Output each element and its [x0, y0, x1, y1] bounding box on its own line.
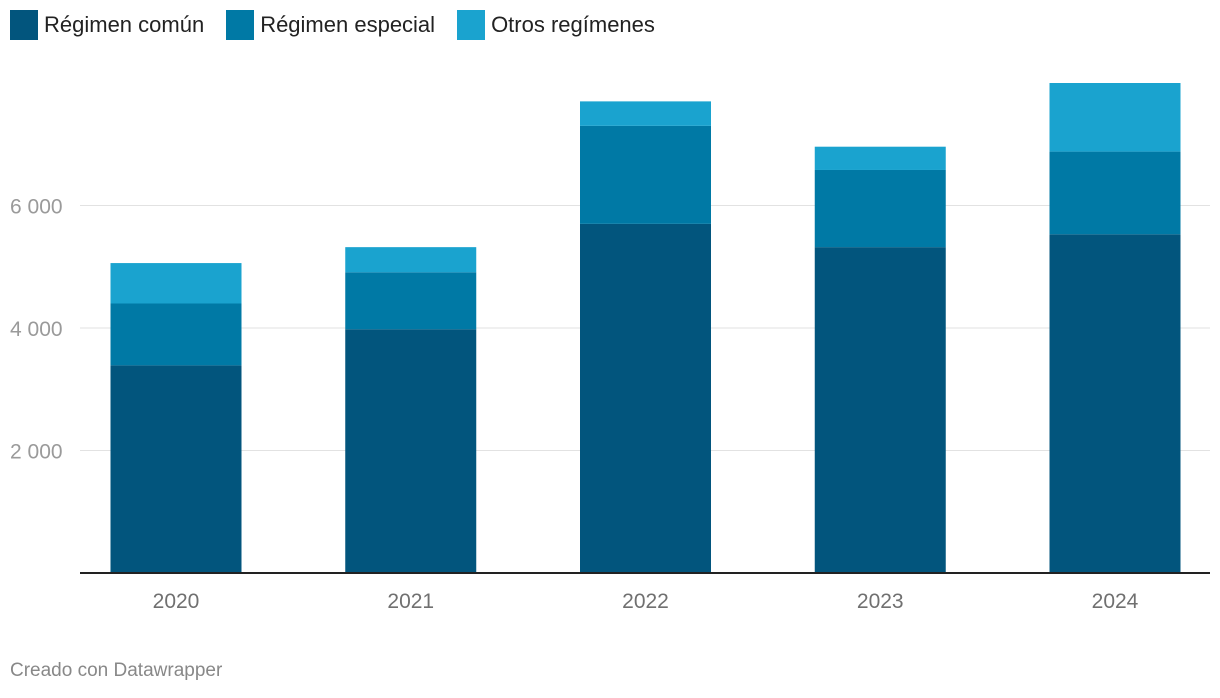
legend-swatch-regimen-comun [10, 10, 38, 40]
bar-2021-series-1 [345, 272, 477, 330]
legend-item-otros-regimenes: Otros regímenes [457, 10, 655, 40]
bar-2022-series-0 [580, 223, 711, 573]
x-tick-label-2020: 2020 [153, 590, 200, 613]
x-tick-label-2021: 2021 [387, 590, 434, 613]
bar-2022-series-1 [580, 125, 711, 224]
bar-2024-series-2 [1049, 83, 1181, 152]
axes: 2 000 4 000 6 000 2020 2021 2022 2023 2024 [10, 196, 1210, 613]
legend-label-otros-regimenes: Otros regímenes [491, 12, 655, 37]
bar-2023-series-2 [814, 146, 946, 170]
bar-2021-series-2 [345, 247, 477, 273]
y-tick-label: 4 000 [10, 318, 63, 341]
x-tick-label-2022: 2022 [622, 590, 669, 613]
bar-2024-series-1 [1049, 151, 1181, 235]
legend-swatch-otros-regimenes [457, 10, 486, 40]
y-tick-label: 2 000 [10, 441, 63, 464]
legend-swatch-regimen-especial [226, 10, 255, 40]
legend-label-regimen-especial: Régimen especial [260, 12, 436, 37]
x-tick-label-2024: 2024 [1092, 590, 1139, 613]
legend: Régimen común Régimen especial Otros reg… [10, 10, 677, 40]
bar-2023-series-0 [814, 247, 946, 573]
bar-2024-series-0 [1049, 234, 1181, 573]
legend-item-regimen-especial: Régimen especial [226, 10, 435, 40]
footer-credit: Creado con Datawrapper [10, 660, 223, 681]
bars [110, 83, 1181, 573]
x-tick-label-2023: 2023 [857, 590, 904, 613]
bar-2020-series-0 [110, 365, 242, 573]
legend-label-regimen-comun: Régimen común [44, 12, 205, 37]
bar-2023-series-1 [814, 169, 946, 248]
bar-2020-series-2 [110, 263, 242, 304]
legend-item-regimen-comun: Régimen común [10, 10, 204, 40]
y-tick-label: 6 000 [10, 196, 63, 219]
bar-2022-series-2 [580, 101, 711, 126]
bar-2020-series-1 [110, 303, 242, 366]
bar-2021-series-0 [345, 329, 477, 573]
